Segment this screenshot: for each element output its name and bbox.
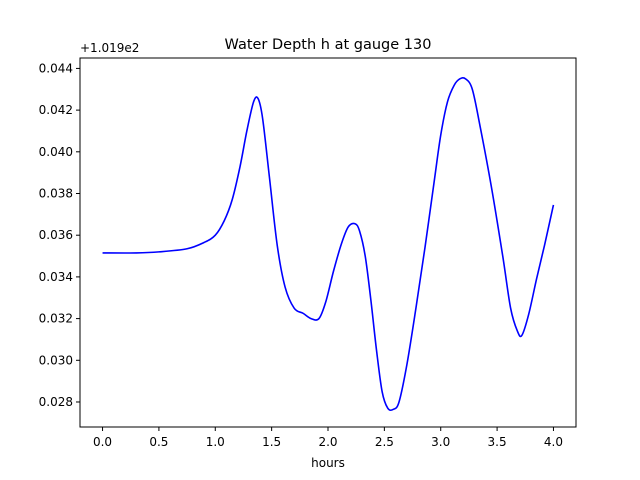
- x-tick-label: 2.0: [318, 435, 337, 449]
- y-tick-label: 0.040: [39, 145, 73, 159]
- y-axis-ticks: 0.028 0.030 0.032 0.034 0.036 0.038 0.040 0.042…: [39, 61, 80, 409]
- x-tick-label: 0.0: [93, 435, 112, 449]
- x-tick-label: 1.0: [206, 435, 225, 449]
- x-tick-label: 2.5: [375, 435, 394, 449]
- x-tick-label: 3.0: [431, 435, 450, 449]
- y-tick-label: 0.034: [39, 270, 73, 284]
- plot-frame: [79, 57, 577, 428]
- y-tick-label: 0.042: [39, 103, 73, 117]
- y-tick-label: 0.036: [39, 228, 73, 242]
- x-tick-label: 0.5: [149, 435, 168, 449]
- y-tick-label: 0.038: [39, 187, 73, 201]
- y-tick-label: 0.028: [39, 395, 73, 409]
- y-tick-label: 0.030: [39, 353, 73, 367]
- chart-title: Water Depth h at gauge 130: [225, 37, 432, 53]
- x-tick-label: 3.5: [488, 435, 507, 449]
- x-axis-ticks: 0.0 0.5 1.0 1.5 2.0 2.5 3.0 3.5 4.0: [93, 427, 563, 449]
- x-tick-label: 1.5: [262, 435, 281, 449]
- x-tick-label: 4.0: [544, 435, 563, 449]
- water-depth-line: [102, 77, 555, 412]
- x-axis-label: hours: [311, 456, 345, 470]
- y-tick-label: 0.044: [39, 61, 73, 75]
- y-offset-label: +1.019e2: [80, 41, 139, 55]
- y-tick-label: 0.032: [39, 312, 73, 326]
